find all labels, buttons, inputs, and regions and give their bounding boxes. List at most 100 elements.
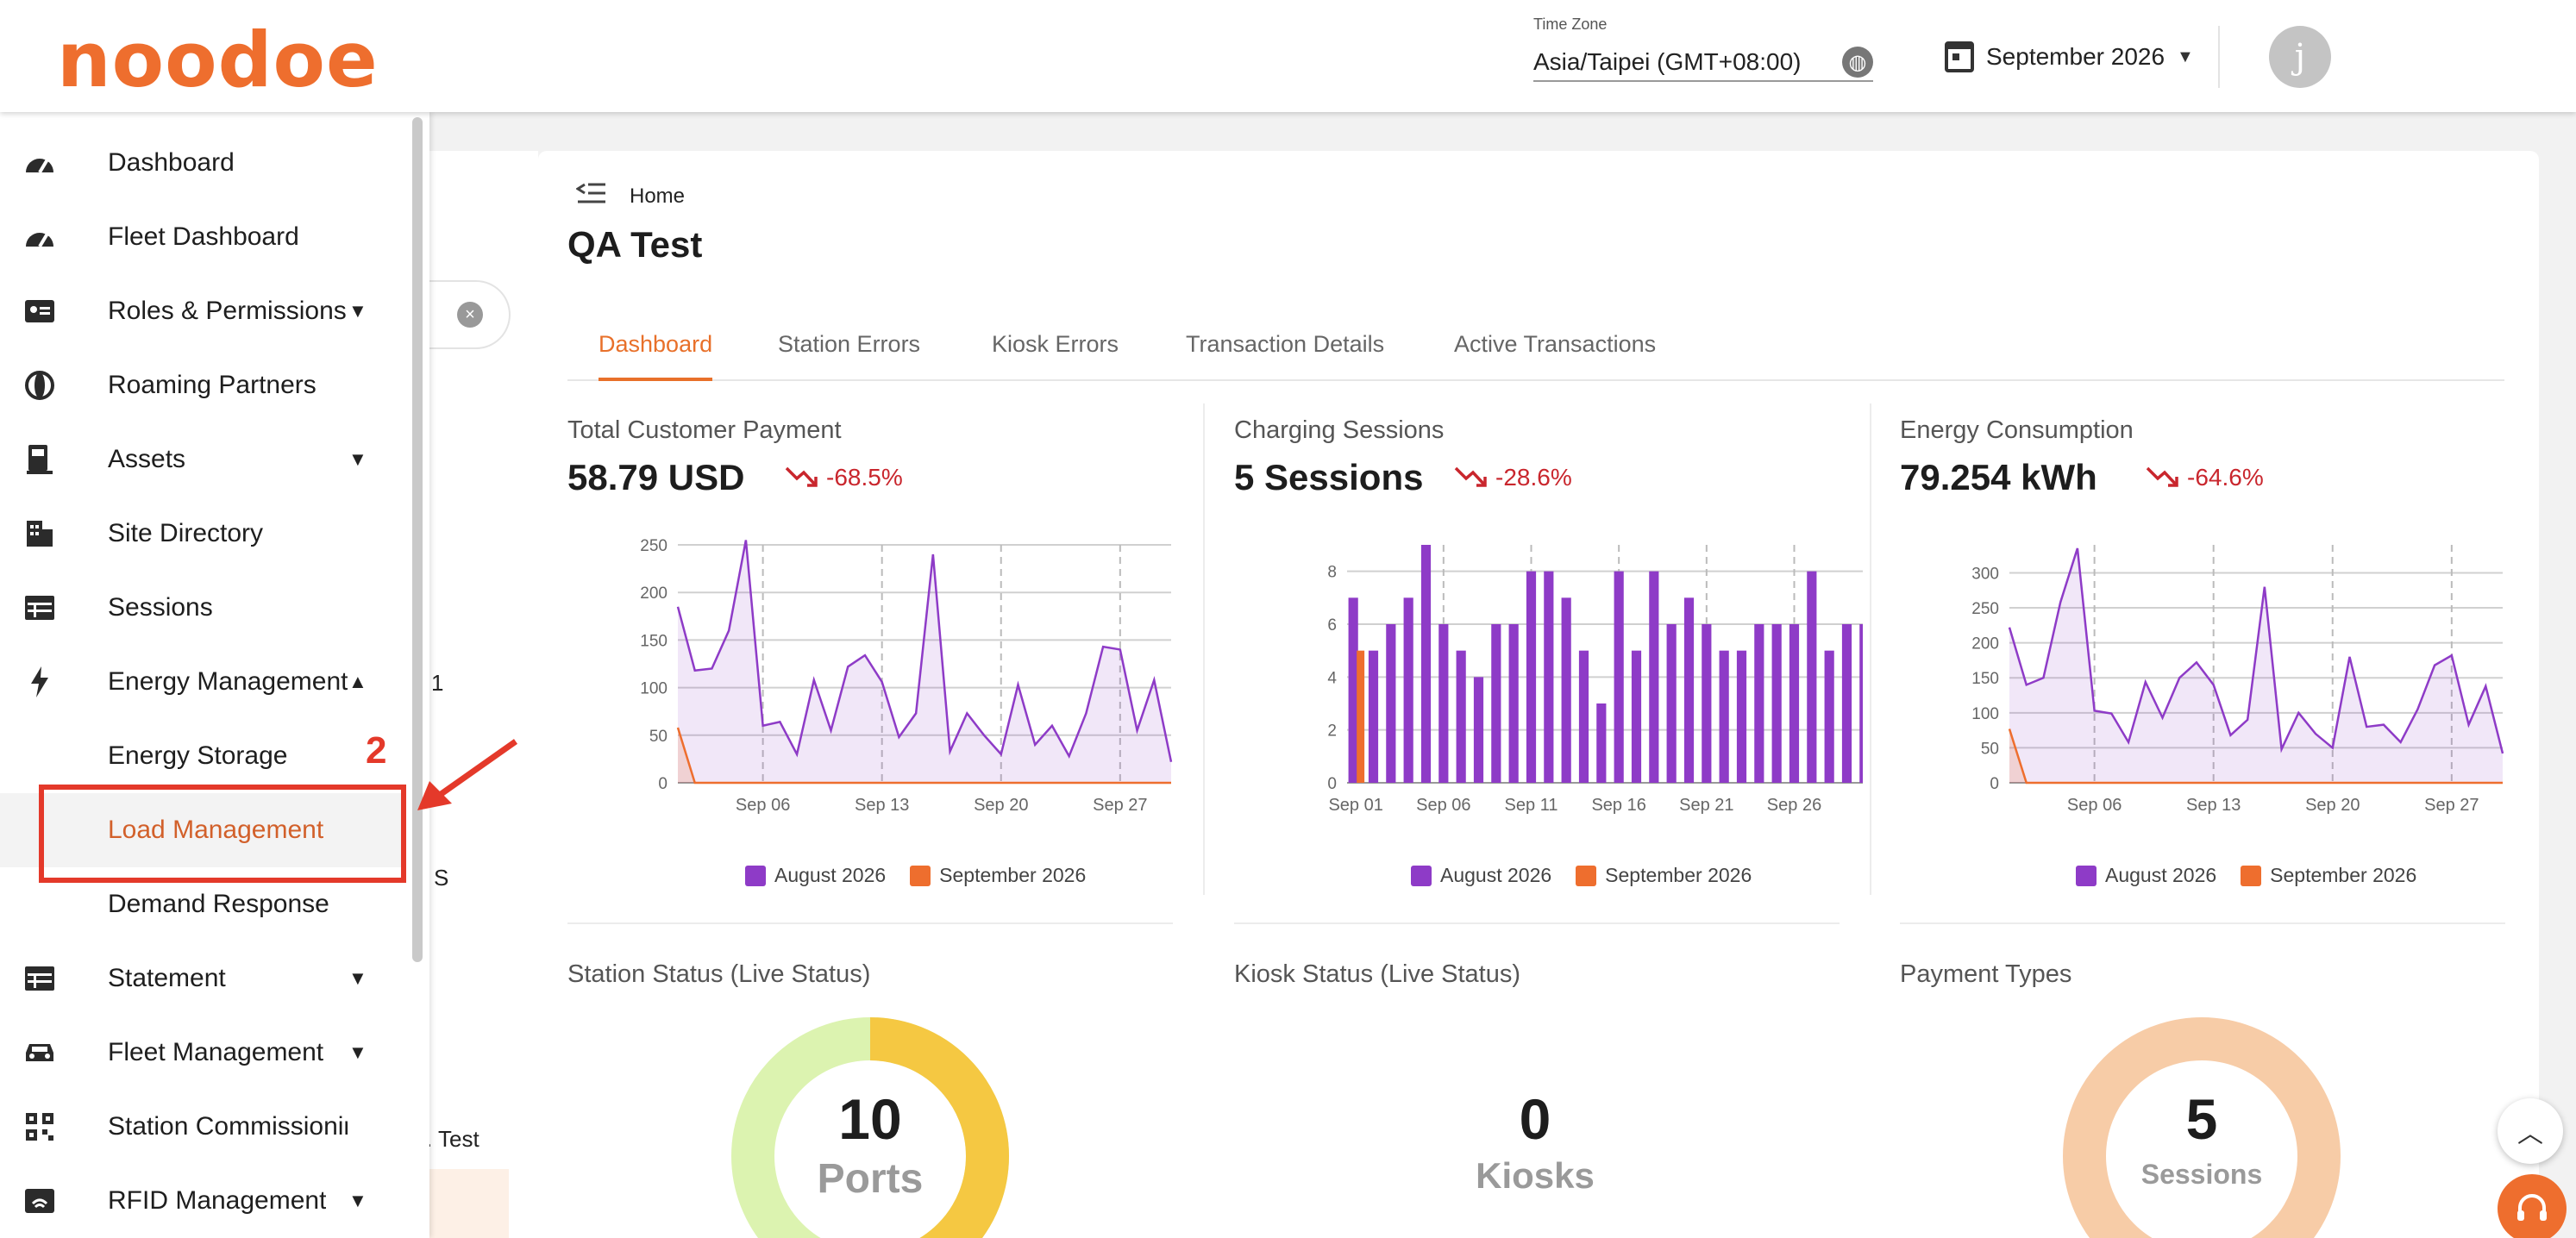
sidebar-item-fleet-dashboard[interactable]: Fleet Dashboard [0,200,405,274]
sidebar-scrollbar[interactable] [412,117,423,962]
legend-item[interactable]: September 2026 [910,864,1086,887]
sidebar-item-label: Site Directory [108,519,264,547]
scroll-to-top-button[interactable]: ︿ [2498,1098,2563,1164]
sidebar-item-roaming-partners[interactable]: Roaming Partners [0,348,405,422]
legend-item[interactable]: September 2026 [2241,864,2416,887]
timezone-selector[interactable]: Time Zone Asia/Taipei (GMT+08:00) ◍ [1533,16,1873,82]
timezone-field[interactable]: Asia/Taipei (GMT+08:00) ◍ [1533,44,1873,82]
speedometer-icon [22,146,57,180]
bar [1491,624,1501,783]
sidebar-item-assets[interactable]: Assets ▼ [0,422,405,497]
section-divider [1234,922,1840,924]
status-unit: Ports [817,1156,924,1202]
bolt-icon [22,665,57,699]
y-tick-label: 50 [649,728,668,746]
bar [1473,677,1484,783]
sidebar-item-station-commissioning[interactable]: Station Commissioning [0,1090,405,1164]
bar [1807,571,1817,783]
bar [1683,597,1695,783]
metric-value: 5 Sessions [1234,457,1423,498]
bar [1368,650,1379,783]
bar [1649,571,1659,783]
series-line [676,727,1171,785]
legend-label: September 2026 [1605,864,1752,886]
sidebar-item-energy-management[interactable]: Energy Management ▲ [0,645,405,719]
status-unit: Kiosks [1476,1155,1595,1196]
sidebar-item-energy-storage[interactable]: Energy Storage [0,719,405,793]
chart-legend: August 2026 September 2026 [1411,864,1752,887]
sidebar-item-roles-permissions[interactable]: Roles & Permissions ▼ [0,274,405,348]
month-picker[interactable]: September 2026 ▼ [1945,38,2194,76]
tab-dashboard[interactable]: Dashboard [599,331,713,381]
status-value: 5 [2185,1087,2218,1151]
metric-value: 79.254 kWh [1900,457,2097,498]
legend-item[interactable]: September 2026 [1576,864,1752,887]
breadcrumb: Home [575,181,686,212]
sidebar-item-dashboard[interactable]: Dashboard [0,126,405,200]
bar [1789,624,1800,783]
status-card-title: Station Status (Live Status) [567,960,871,988]
collapse-menu-icon[interactable] [575,181,607,212]
table-icon [22,591,57,625]
header-divider [2218,26,2220,88]
timezone-label: Time Zone [1533,16,1608,33]
section-divider [1900,922,2505,924]
series-line [2008,547,2504,754]
y-tick-label: 6 [1327,616,1337,635]
bar [1438,624,1449,783]
station-status-donut [731,1017,1009,1238]
trend-indicator: -28.6% [1454,464,1572,491]
user-avatar[interactable]: j [2269,26,2331,88]
sidebar-item-site-directory[interactable]: Site Directory [0,497,405,571]
bar [1561,597,1571,783]
y-tick-label: 250 [640,537,668,555]
y-tick-label: 2 [1327,722,1337,741]
legend-item[interactable]: August 2026 [745,864,886,887]
y-tick-label: 0 [1327,775,1337,793]
sidebar-item-sessions[interactable]: Sessions [0,571,405,645]
y-tick-label: 200 [1971,635,1999,653]
x-tick-label: Sep 06 [736,796,790,815]
section-divider [567,922,1173,924]
bar [1526,571,1537,783]
noodoe-logo[interactable]: noodoe [57,16,379,104]
annotation-highlight-box [39,785,406,883]
bar [1736,650,1747,783]
panel-divider [1870,403,1871,895]
payment-chart: 0 50 100 150 200 250 Sep 06 Sep 13 Sep 20 Sep 27 [640,537,1173,815]
chevron-down-icon: ▼ [348,1190,367,1211]
metric-number: 58.79 [567,457,659,497]
bar [1386,624,1396,783]
y-tick-label: 100 [640,680,668,698]
support-button[interactable] [2498,1174,2567,1238]
legend-label: August 2026 [774,864,887,886]
sidebar-item-statement[interactable]: Statement ▼ [0,941,405,1016]
sidebar-item-fleet-management[interactable]: Fleet Management ▼ [0,1016,405,1090]
bar [1357,650,1365,783]
bar [1596,703,1607,783]
tab-station-errors[interactable]: Station Errors [778,331,921,357]
y-tick-label: 250 [1971,600,1999,618]
sidebar-item-demand-response[interactable]: Demand Response [0,867,405,941]
bar [1348,597,1358,783]
tab-transaction-details[interactable]: Transaction Details [1186,331,1385,357]
x-tick-label: Sep 13 [855,796,909,815]
metric-unit: kWh [2021,457,2097,497]
legend-item[interactable]: August 2026 [1411,864,1551,887]
month-value: September 2026 [1986,43,2165,70]
trend-value: -28.6% [1495,464,1572,491]
sidebar-item-label: Sessions [108,593,213,622]
sidebar-item-rfid-management[interactable]: RFID Management ▼ [0,1164,405,1238]
metric-unit: Sessions [1264,457,1424,497]
bar [1702,624,1712,783]
tab-kiosk-errors[interactable]: Kiosk Errors [992,331,1119,357]
breadcrumb-home[interactable]: Home [630,184,686,208]
trend-down-icon [785,466,818,487]
legend-item[interactable]: August 2026 [2076,864,2216,887]
sidebar-item-load-management[interactable]: Load Management [0,793,405,867]
clear-icon[interactable]: × [457,302,483,328]
legend-label: August 2026 [2105,864,2217,886]
sidebar-item-label: Station Commissioning [108,1112,348,1141]
tab-active-transactions[interactable]: Active Transactions [1454,331,1657,357]
x-tick-label: Sep 16 [1591,796,1645,815]
